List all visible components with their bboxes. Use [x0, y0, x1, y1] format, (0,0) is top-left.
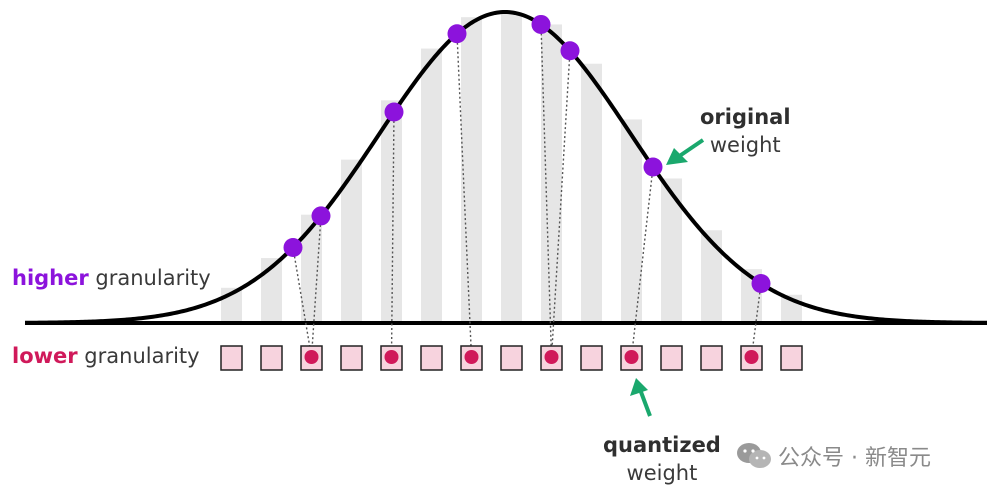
band-6 [461, 17, 482, 323]
distribution-curve [24, 9, 988, 325]
band-5 [421, 48, 442, 324]
mapping-lines [292, 24, 762, 358]
band-4 [381, 100, 402, 324]
bin-3 [340, 345, 363, 371]
bin-1 [260, 345, 283, 371]
higher-granularity-label: higher granularity [12, 266, 211, 290]
original-point-3 [447, 24, 467, 44]
quantized-point-2 [304, 350, 319, 364]
band-11 [661, 178, 682, 323]
wechat-icon [737, 443, 771, 468]
quantized-bins [220, 345, 803, 371]
bin-7 [500, 345, 523, 371]
band-2 [301, 214, 322, 323]
original-point-7 [751, 274, 771, 294]
original-weight-label: original weight [700, 105, 791, 157]
mapping-line-1 [310, 215, 322, 358]
band-8 [541, 24, 562, 324]
bin-9 [580, 345, 603, 371]
band-10 [621, 119, 642, 324]
mapping-line-7 [750, 283, 762, 358]
original-point-0 [283, 237, 303, 257]
original-arrow [666, 138, 705, 165]
watermark: 公众号 · 新智元 [736, 440, 931, 472]
band-9 [581, 63, 602, 324]
band-7 [501, 12, 522, 323]
original-point-6 [643, 157, 663, 177]
original-point-4 [531, 14, 551, 34]
mapping-line-6 [630, 166, 654, 358]
quantized-point-6 [464, 350, 479, 364]
quantized-weight-points [304, 350, 759, 364]
lower-granularity-label: lower granularity [12, 344, 200, 368]
mapping-line-5 [550, 50, 571, 358]
mapping-line-4 [540, 24, 553, 358]
quantized-weight-label: quantized weight [603, 433, 721, 485]
bin-11 [660, 345, 683, 371]
band-3 [341, 159, 362, 323]
bin-14 [780, 345, 803, 371]
band-1 [261, 258, 282, 323]
band-12 [701, 230, 722, 323]
quantized-arrow [630, 378, 652, 417]
original-point-5 [560, 41, 580, 61]
quantized-point-8 [544, 350, 559, 364]
original-weight-points [283, 14, 771, 294]
mapping-line-2 [390, 112, 395, 358]
quantized-point-10 [624, 350, 639, 364]
bin-0 [220, 345, 243, 371]
mapping-line-0 [292, 247, 313, 358]
bin-5 [420, 345, 443, 371]
bin-12 [700, 345, 723, 371]
quantized-point-13 [744, 350, 759, 364]
granularity-bands [221, 12, 802, 324]
original-point-1 [311, 206, 331, 226]
original-point-2 [384, 102, 404, 122]
watermark-text: 公众号 · 新智元 [778, 446, 931, 471]
quantized-point-4 [384, 350, 399, 364]
